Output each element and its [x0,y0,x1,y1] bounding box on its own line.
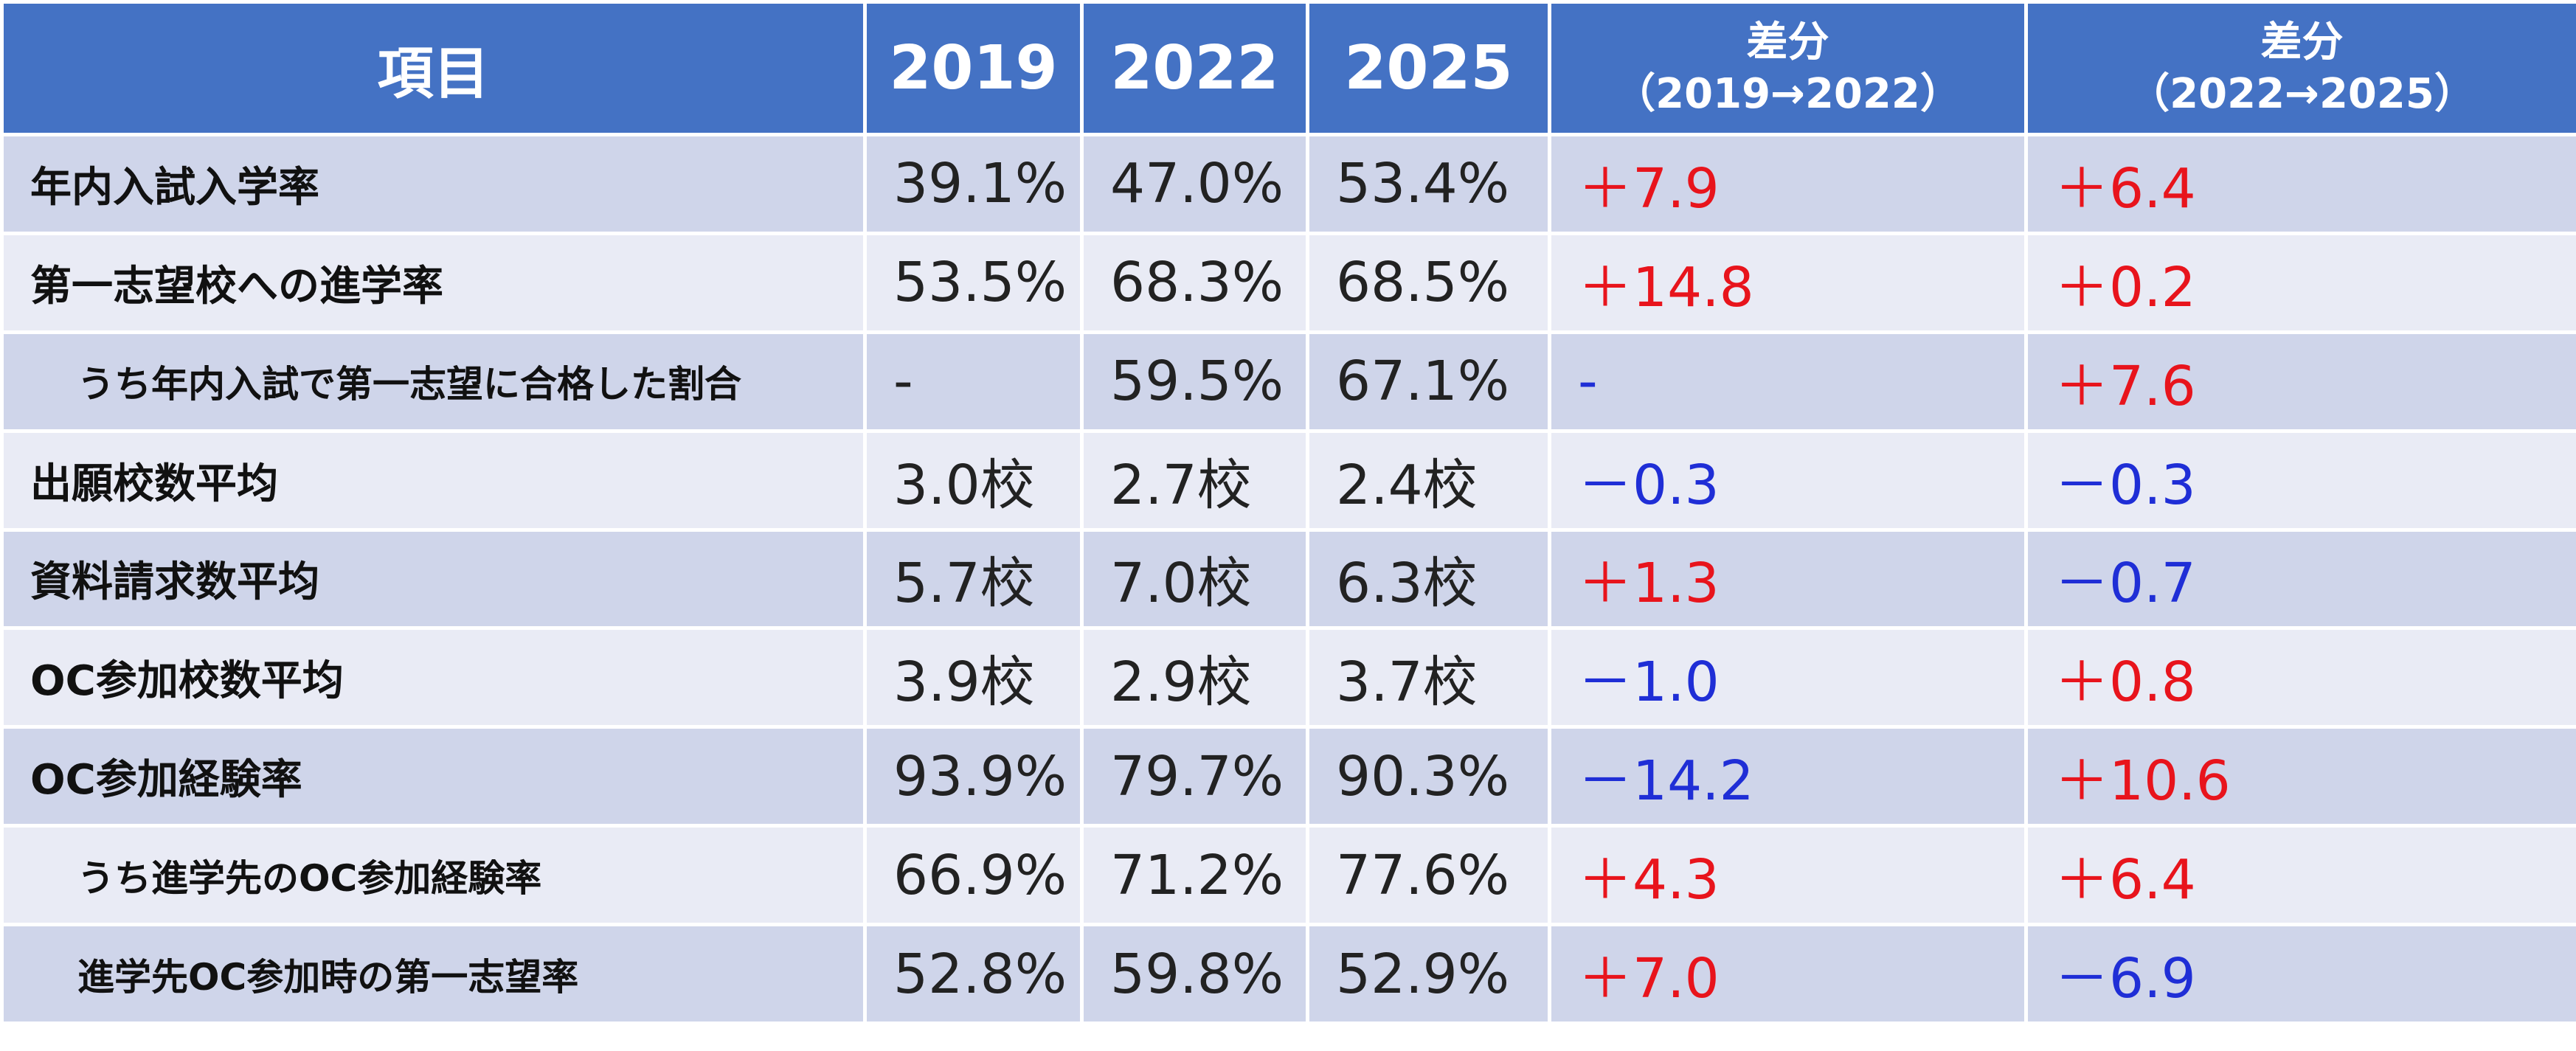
cell-2025: 67.1% [1306,330,1551,433]
cell-2019: 53.5% [863,231,1084,334]
cell-2019: 5.7校 [863,527,1084,631]
row-label: 第一志望校への進学率 [0,231,867,334]
cell-diff-2019-2022: ＋4.3 [1548,824,2028,926]
cell-diff-2019-2022: ＋14.8 [1548,231,2028,334]
cell-2019: 3.9校 [863,626,1084,729]
header-diff-2019-2022: 差分 （2019→2022） [1548,0,2028,136]
cell-2019: - [863,330,1084,433]
cell-diff-2019-2022: －0.3 [1548,429,2028,532]
header-year-2022: 2022 [1080,0,1309,136]
cell-diff-2019-2022: ＋1.3 [1548,527,2028,631]
header-diff-2022-2025-line1: 差分 [2260,18,2344,66]
cell-2022: 59.8% [1080,923,1309,1025]
cell-2019: 3.0校 [863,429,1084,532]
row-label: 出願校数平均 [0,429,867,532]
cell-diff-2019-2022: －1.0 [1548,626,2028,729]
cell-2022: 71.2% [1080,824,1309,926]
header-diff-2022-2025-line2: （2022→2025） [2128,69,2476,118]
cell-2022: 68.3% [1080,231,1309,334]
table-row: 進学先OC参加時の第一志望率 52.8% 59.8% 52.9% ＋7.0 －6… [0,923,2576,1025]
row-label: 年内入試入学率 [0,133,867,235]
cell-diff-2019-2022: - [1548,330,2028,433]
row-label: 資料請求数平均 [0,527,867,631]
table-row: 第一志望校への進学率 53.5% 68.3% 68.5% ＋14.8 ＋0.2 [0,231,2576,334]
row-label: 進学先OC参加時の第一志望率 [0,923,867,1025]
cell-2022: 79.7% [1080,725,1309,828]
header-year-2019: 2019 [863,0,1084,136]
cell-2025: 2.4校 [1306,429,1551,532]
header-diff-2019-2022-line1: 差分 [1746,18,1829,66]
cell-2019: 52.8% [863,923,1084,1025]
table-row: うち年内入試で第一志望に合格した割合 - 59.5% 67.1% - ＋7.6 [0,330,2576,433]
table-row: 年内入試入学率 39.1% 47.0% 53.4% ＋7.9 ＋6.4 [0,133,2576,235]
cell-2025: 77.6% [1306,824,1551,926]
header-row: 項目 2019 2022 2025 差分 （2019→2022） 差分 （202… [0,0,2576,136]
cell-2022: 47.0% [1080,133,1309,235]
row-label: OC参加経験率 [0,725,867,828]
comparison-table: 項目 2019 2022 2025 差分 （2019→2022） 差分 （202… [0,0,2576,1025]
cell-diff-2022-2025: ＋0.2 [2024,231,2576,334]
cell-2025: 68.5% [1306,231,1551,334]
table-row: OC参加経験率 93.9% 79.7% 90.3% －14.2 ＋10.6 [0,725,2576,828]
table-row: 資料請求数平均 5.7校 7.0校 6.3校 ＋1.3 －0.7 [0,527,2576,631]
row-label: OC参加校数平均 [0,626,867,729]
cell-2025: 3.7校 [1306,626,1551,729]
row-label: うち年内入試で第一志望に合格した割合 [0,330,867,433]
cell-diff-2019-2022: ＋7.9 [1548,133,2028,235]
cell-2019: 93.9% [863,725,1084,828]
cell-2025: 90.3% [1306,725,1551,828]
table-row: 出願校数平均 3.0校 2.7校 2.4校 －0.3 －0.3 [0,429,2576,532]
cell-2025: 52.9% [1306,923,1551,1025]
cell-diff-2019-2022: ＋7.0 [1548,923,2028,1025]
cell-diff-2022-2025: －0.7 [2024,527,2576,631]
cell-2022: 2.7校 [1080,429,1309,532]
header-diff-2019-2022-line2: （2019→2022） [1614,69,1962,118]
cell-2022: 7.0校 [1080,527,1309,631]
header-item: 項目 [0,0,867,136]
cell-diff-2022-2025: ＋6.4 [2024,824,2576,926]
table-row: うち進学先のOC参加経験率 66.9% 71.2% 77.6% ＋4.3 ＋6.… [0,824,2576,926]
cell-2019: 66.9% [863,824,1084,926]
cell-diff-2022-2025: ＋6.4 [2024,133,2576,235]
cell-2019: 39.1% [863,133,1084,235]
cell-2025: 53.4% [1306,133,1551,235]
cell-diff-2022-2025: －6.9 [2024,923,2576,1025]
cell-diff-2022-2025: ＋7.6 [2024,330,2576,433]
row-label: うち進学先のOC参加経験率 [0,824,867,926]
table-row: OC参加校数平均 3.9校 2.9校 3.7校 －1.0 ＋0.8 [0,626,2576,729]
cell-2022: 2.9校 [1080,626,1309,729]
cell-diff-2019-2022: －14.2 [1548,725,2028,828]
cell-diff-2022-2025: ＋0.8 [2024,626,2576,729]
cell-2025: 6.3校 [1306,527,1551,631]
cell-2022: 59.5% [1080,330,1309,433]
cell-diff-2022-2025: ＋10.6 [2024,725,2576,828]
header-year-2025: 2025 [1306,0,1551,136]
header-diff-2022-2025: 差分 （2022→2025） [2024,0,2576,136]
cell-diff-2022-2025: －0.3 [2024,429,2576,532]
